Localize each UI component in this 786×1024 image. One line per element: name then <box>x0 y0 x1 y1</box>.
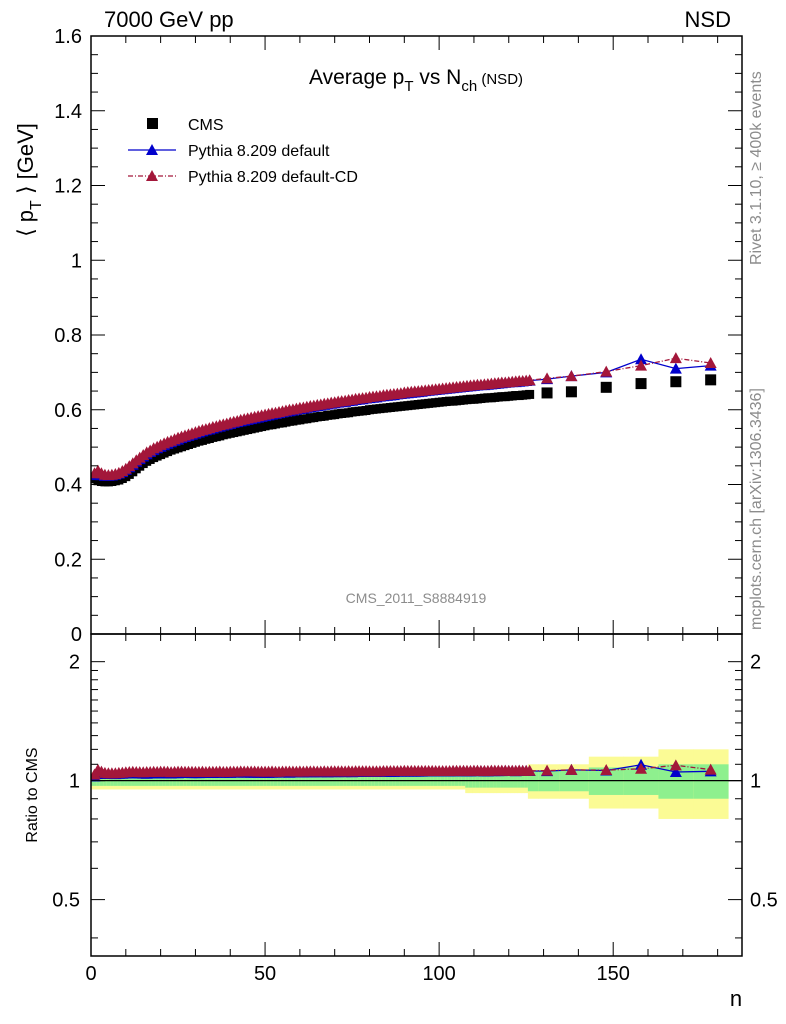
y-tick-label: 0.8 <box>54 325 82 347</box>
ratio-tick-label-right: 2 <box>750 652 761 674</box>
ratio-uncertainty-bands <box>91 749 729 819</box>
axis-ticks: 0 50 100 150 0 0.2 0.4 0.6 0.8 1 1.2 1.4 1.6 0.5 0.5 1 1… <box>52 26 778 985</box>
legend-marker-cms <box>147 118 158 129</box>
ratio-plot-frame <box>90 633 743 957</box>
legend: CMS Pythia 8.209 default Pythia 8.209 de… <box>128 117 358 186</box>
pythia-default-ratio-point <box>669 765 682 777</box>
pythia-default-cd-point <box>669 352 682 364</box>
pythia-default-cd-ratio-point <box>635 762 648 774</box>
pythia-default-point <box>635 353 648 365</box>
pythia-default-cd-line <box>94 357 711 476</box>
y-axis-label: ⟨ pT ⟩ [GeV] <box>13 123 45 237</box>
pythia-default-cd-ratio-point <box>704 763 717 775</box>
pythia-default-cd-point <box>600 365 613 377</box>
ratio-tick-label-left: 1 <box>69 771 80 793</box>
y-tick-label: 1.4 <box>54 101 82 123</box>
cms-data-point <box>635 378 647 390</box>
pythia-default-point <box>669 362 682 374</box>
cms-data-point <box>705 374 717 386</box>
y-tick-label: 0.6 <box>54 400 82 422</box>
mcplots-label: mcplots.cern.ch [arXiv:1306.3436] <box>748 388 765 630</box>
ratio-plot-series <box>91 758 717 782</box>
pythia-default-line <box>94 358 711 477</box>
x-tick-label: 150 <box>597 963 630 985</box>
pythia-default-cd-ratio-point <box>523 764 536 776</box>
rivet-label: Rivet 3.1.10, ≥ 400k events <box>748 71 765 265</box>
pythia-default-cd-point <box>523 374 536 386</box>
header-process: NSD <box>685 7 731 32</box>
x-tick-label: 0 <box>85 963 96 985</box>
y-tick-label: 0 <box>71 624 82 646</box>
pythia-default-cd-ratio-point <box>600 764 613 776</box>
main-plot-series <box>91 352 717 487</box>
cms-data-point <box>541 387 553 399</box>
x-axis-label: n <box>730 986 742 1011</box>
x-tick-label: 100 <box>422 963 455 985</box>
ratio-tick-label-right: 0.5 <box>750 890 778 912</box>
pythia-default-cd-ratio-point <box>541 764 554 776</box>
cms-data-point <box>600 381 612 393</box>
ratio-tick-label-left: 2 <box>69 652 80 674</box>
ratio-tick-label-left: 0.5 <box>52 890 80 912</box>
ratio-y-axis-label: Ratio to CMS <box>24 747 41 842</box>
y-tick-label: 0.4 <box>54 475 82 497</box>
cms-data-point <box>525 389 535 399</box>
pythia-default-cd-point <box>541 372 554 384</box>
pythia-default-cd-point <box>635 359 648 371</box>
pythia-default-cd-ratio-point <box>669 759 682 771</box>
legend-label-cms: CMS <box>188 117 224 134</box>
ratio-tick-label-right: 1 <box>750 771 761 793</box>
pythia-default-cd-point <box>704 357 717 369</box>
pythia-default-cd-ratio-point <box>565 763 578 775</box>
y-tick-label: 1 <box>71 250 82 272</box>
chart-title: Average pT vs Nch (NSD) <box>309 66 523 95</box>
pythia-default-cd-point <box>565 370 578 382</box>
y-tick-label: 0.2 <box>54 549 82 571</box>
legend-label-default-cd: Pythia 8.209 default-CD <box>188 169 358 186</box>
y-tick-label: 1.6 <box>54 26 82 48</box>
y-tick-label: 1.2 <box>54 176 82 198</box>
cms-data-point <box>565 386 577 398</box>
x-tick-label: 50 <box>254 963 276 985</box>
header-energy: 7000 GeV pp <box>104 7 234 32</box>
cms-data-point <box>670 376 682 388</box>
legend-label-default: Pythia 8.209 default <box>188 143 330 160</box>
legend-marker-default-cd <box>146 170 158 181</box>
analysis-watermark: CMS_2011_S8884919 <box>346 590 487 606</box>
legend-marker-default <box>146 144 158 155</box>
